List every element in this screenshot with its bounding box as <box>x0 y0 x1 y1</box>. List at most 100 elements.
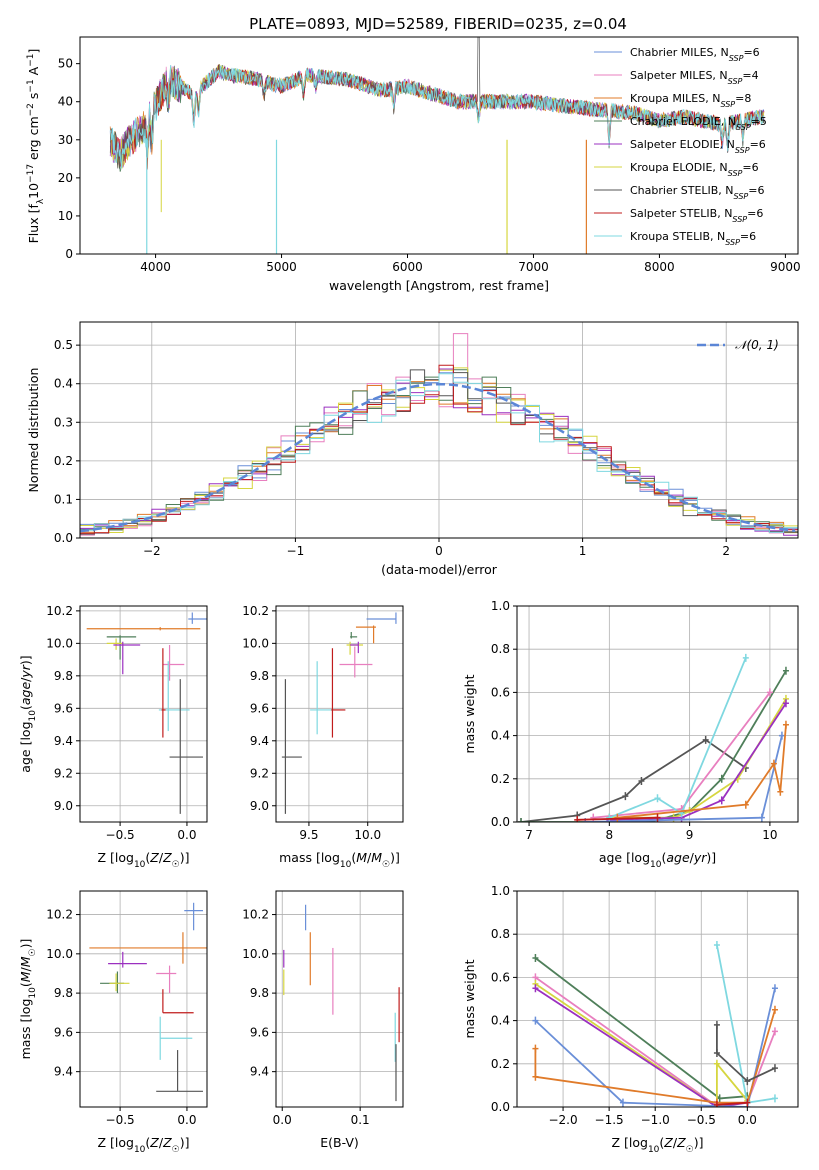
label-part: Z [log <box>97 850 133 865</box>
label-part: age [log <box>18 721 33 772</box>
legend-entry: Kroupa STELIB, NSSP=6 <box>630 230 756 247</box>
label-part: )] <box>390 850 400 865</box>
tick-label-x: 10 <box>762 828 777 842</box>
legend-suffix: =6 <box>747 207 763 220</box>
tick-label-y: 10.0 <box>46 636 73 650</box>
axes-frame <box>79 890 208 1108</box>
tick-label-x: −2.0 <box>548 1113 577 1127</box>
series-marker <box>713 941 720 949</box>
axes-frame <box>79 605 208 823</box>
axis-label-x: Z [log10(Z/Z☉)] <box>97 1135 189 1155</box>
legend-text: Chabrier ELODIE, N <box>630 115 736 128</box>
tick-label-x: −1.0 <box>641 1113 670 1127</box>
tick-label-x: 0.0 <box>273 1113 292 1127</box>
label-part: M <box>356 850 367 865</box>
label-part: Z <box>676 1135 686 1150</box>
series-marker <box>713 1020 720 1029</box>
tick-label-x: 2 <box>722 544 730 558</box>
tick-label-y: 9.6 <box>54 1025 73 1039</box>
legend-sub: SSP <box>734 192 749 201</box>
series-marker <box>742 800 749 809</box>
errorbar-point <box>184 902 203 931</box>
tick-label-y: 0.6 <box>491 970 510 984</box>
series-marker <box>654 794 661 803</box>
label-part: Z <box>149 1135 159 1150</box>
tick-label-y: 0.1 <box>54 492 73 506</box>
label-part: 10 <box>648 1145 660 1155</box>
spectrum-line <box>109 65 765 169</box>
series-line <box>608 657 747 819</box>
series-marker <box>742 653 749 662</box>
tick-label-x: 9000 <box>770 260 801 274</box>
tick-label-y: 0.0 <box>54 531 73 545</box>
tick-label-y: 9.8 <box>250 986 269 1000</box>
series-marker <box>532 984 539 993</box>
emission-line <box>477 37 481 102</box>
label-part: / <box>673 1135 678 1150</box>
series-marker <box>782 699 789 708</box>
label-part: 10 <box>340 860 352 870</box>
series-marker <box>713 1049 720 1057</box>
panel-age-vs-Z: −0.5 0.09.09.29.49.69.810.010.2Z [log10(Z… <box>18 604 208 870</box>
label-part: )] <box>180 1135 190 1150</box>
legend-sub: SSP <box>729 54 744 63</box>
series-marker <box>702 735 709 744</box>
tick-label-x: 4000 <box>140 260 171 274</box>
label-part: 10 <box>650 860 662 870</box>
plot-area <box>518 653 789 822</box>
errorbar-point <box>108 951 147 968</box>
errorbar-point <box>162 989 194 1014</box>
tick-label-y: 30 <box>58 133 73 147</box>
label-part: ☉ <box>382 860 390 870</box>
tick-label-x: −0.5 <box>106 1113 135 1127</box>
legend-sub: SSP <box>732 215 747 224</box>
legend-sub: SSP <box>720 100 735 109</box>
label-part: )] <box>18 655 33 665</box>
label-part: λ <box>36 198 46 204</box>
label-part: −2 <box>26 103 36 116</box>
tick-label-x: 9 <box>686 828 694 842</box>
series-marker <box>771 984 778 993</box>
tick-label-y: 9.0 <box>54 799 73 813</box>
series-marker <box>590 813 597 822</box>
tick-label-y: 0.4 <box>491 1014 510 1028</box>
legend-suffix: =4 <box>742 69 758 82</box>
series-line <box>520 738 747 822</box>
legend-text: Kroupa STELIB, N <box>630 230 725 243</box>
series-marker <box>718 796 725 805</box>
series-line <box>716 1101 748 1106</box>
tick-label-y: 0.0 <box>491 815 510 829</box>
label-part: ☉ <box>28 948 38 956</box>
axes-frame <box>275 890 404 1108</box>
plot-area <box>80 333 798 536</box>
label-part: Z <box>663 1135 673 1150</box>
series-marker <box>574 815 581 822</box>
legend-entry: Salpeter MILES, NSSP=4 <box>630 69 759 86</box>
tick-label-x: 0.1 <box>351 1113 370 1127</box>
label-part: Flux [f <box>26 204 41 244</box>
tick-label-y: 9.6 <box>250 1025 269 1039</box>
errorbar-point <box>188 612 207 624</box>
tick-label-x: 0.0 <box>177 828 196 842</box>
histogram-kroupa-stelib <box>80 373 798 533</box>
label-part: ( <box>659 1135 664 1150</box>
label-part: ( <box>145 850 150 865</box>
tick-label-y: 0.4 <box>491 729 510 743</box>
tick-label-y: 0.8 <box>491 642 510 656</box>
axis-label-y: mass weight <box>462 959 477 1038</box>
series-line <box>534 987 776 1107</box>
plot-area <box>281 612 397 814</box>
tick-label-y: 9.8 <box>250 669 269 683</box>
series-marker <box>718 774 725 783</box>
legend-text: Salpeter MILES, N <box>630 69 728 82</box>
legend-entry: Chabrier STELIB, NSSP=6 <box>630 184 764 201</box>
series-line <box>577 816 658 821</box>
series-marker <box>782 666 789 675</box>
label-part: Z [log <box>97 1135 133 1150</box>
tick-label-y: 9.4 <box>250 1065 269 1079</box>
series-marker <box>619 1098 626 1107</box>
errorbar-point <box>331 648 346 738</box>
panel-age-vs-mass: 9.5 10.0 9.0 9.2 9.4 9.6 9.8 10.0 10.2 mass [log1… <box>242 604 404 870</box>
plot-area <box>89 902 207 1092</box>
